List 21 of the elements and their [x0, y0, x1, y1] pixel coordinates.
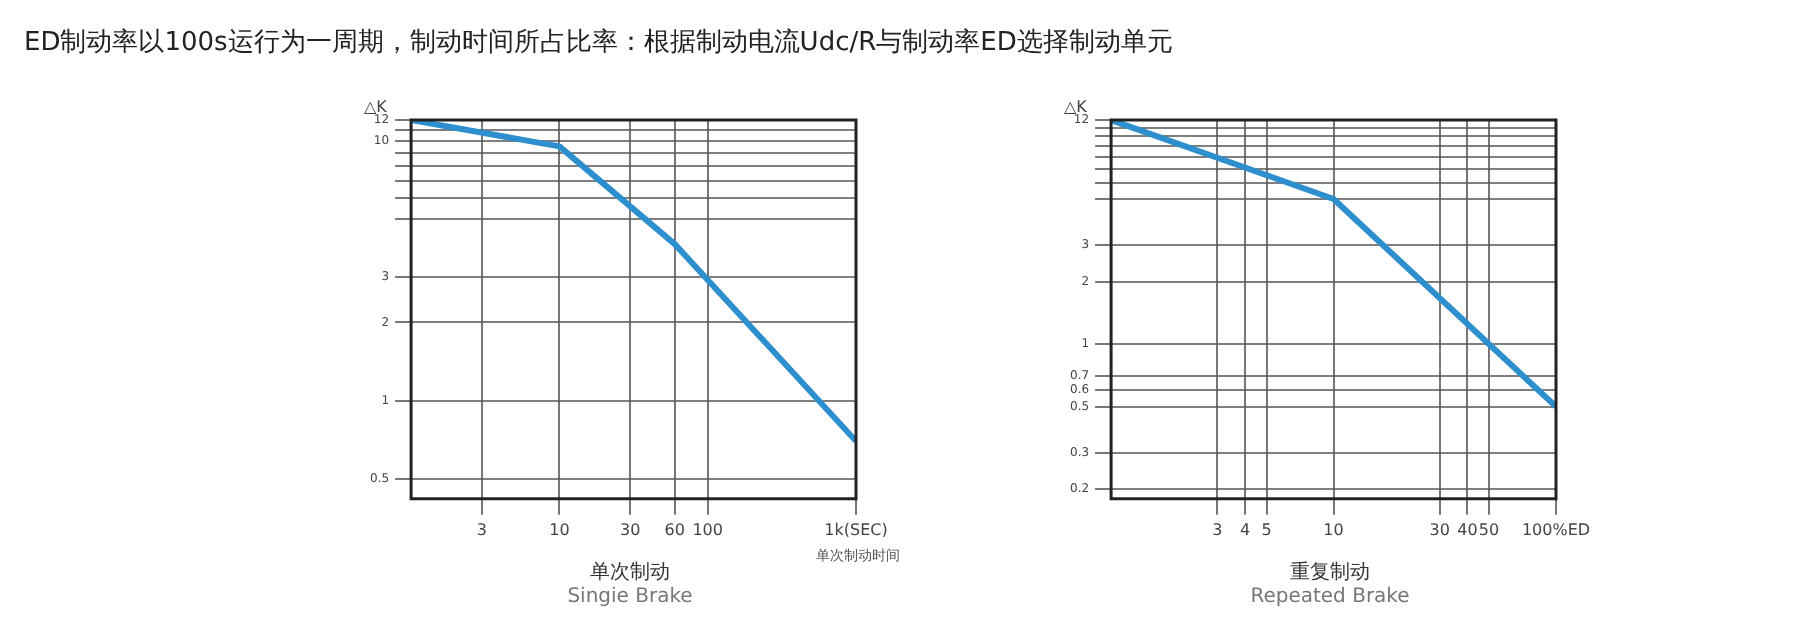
x-tick-label: 100%ED [1521, 520, 1591, 539]
text: 单次制动 [590, 562, 670, 584]
x-tick-label: 3 [476, 520, 487, 539]
y-axis-title: △K [1064, 98, 1089, 117]
x-tick-label: 10 [549, 520, 570, 539]
x-tick-label: 30 [1429, 520, 1450, 539]
y-axis-title: △K [364, 98, 389, 117]
x-tick-label: 5 [1261, 520, 1272, 539]
x-tick-label: 60 [664, 520, 685, 539]
x-tick-label: 4 [1239, 520, 1251, 539]
x-tick-label: 100 [692, 520, 723, 539]
x-tick-label: 30 [619, 520, 641, 539]
x-tick-label: 50 [1478, 520, 1500, 539]
x-tick-label: 10 [1323, 520, 1344, 539]
text: 重复制动 [1288, 559, 1372, 586]
x-tick-label: 1k(SEC) [824, 520, 888, 539]
text: Singie Brake [565, 586, 695, 608]
text: Repeated Brake [1248, 586, 1412, 608]
x-tick-label: 3 [1212, 520, 1223, 539]
x-tick-label: 40 [1457, 520, 1478, 539]
text: ED制动率以100s运行为一周期，制动时间所占比率：根据制动电流Udc/R与制动率ED选择制动单元 [24, 26, 1173, 60]
